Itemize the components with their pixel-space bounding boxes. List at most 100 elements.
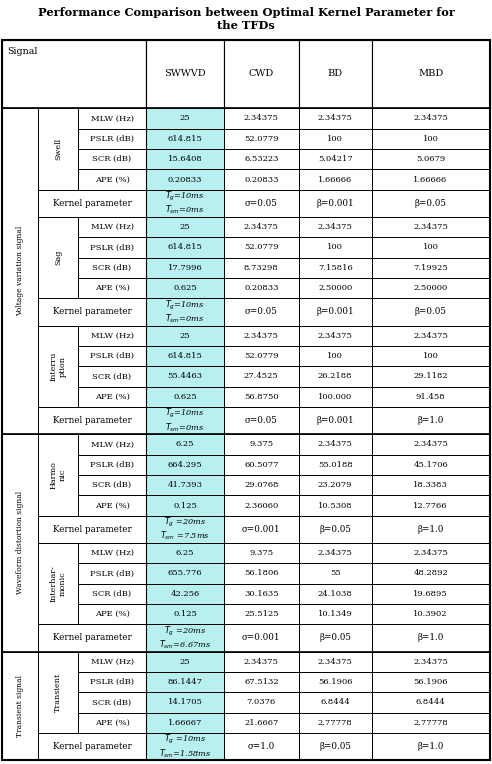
Bar (224, 516, 299, 543)
Text: 21.6667: 21.6667 (244, 719, 278, 727)
Text: APE (%): APE (%) (94, 284, 129, 292)
Bar (299, 624, 371, 652)
Text: 2.34375: 2.34375 (413, 115, 448, 122)
Text: 100.000: 100.000 (318, 393, 352, 401)
Text: PSLR (dB): PSLR (dB) (90, 352, 134, 360)
Text: β=0.001: β=0.001 (316, 416, 354, 425)
Bar (146, 278, 224, 299)
Text: 6.25: 6.25 (176, 549, 194, 557)
Bar (78, 584, 146, 604)
Text: CWD: CWD (249, 70, 274, 79)
Text: 24.1038: 24.1038 (318, 590, 352, 597)
Bar (78, 672, 146, 692)
Text: 2.77778: 2.77778 (318, 719, 352, 727)
Bar (224, 366, 299, 387)
Bar (224, 217, 299, 238)
Bar (299, 692, 371, 713)
Bar (299, 563, 371, 584)
Bar (224, 652, 299, 672)
Text: 1.66667: 1.66667 (168, 719, 202, 727)
Text: $T_{sm}$=1.58ms: $T_{sm}$=1.58ms (159, 747, 211, 759)
Bar (78, 652, 146, 672)
Text: SCR (dB): SCR (dB) (92, 155, 132, 163)
Text: β=1.0: β=1.0 (417, 633, 444, 643)
Bar (146, 516, 224, 543)
Bar (224, 387, 299, 407)
Text: 2.36060: 2.36060 (244, 501, 278, 510)
Bar (224, 563, 299, 584)
Text: Kernel parameter: Kernel parameter (53, 633, 131, 643)
Bar (38, 407, 146, 434)
Bar (2, 40, 146, 108)
Text: MLW (Hz): MLW (Hz) (91, 440, 133, 448)
Bar (78, 238, 146, 257)
Text: Sag: Sag (54, 250, 62, 265)
Text: $T_g$ =20ms: $T_g$ =20ms (164, 516, 206, 529)
Text: β=1.0: β=1.0 (417, 525, 444, 534)
Text: 9.375: 9.375 (249, 440, 274, 448)
Text: $T_g$=10ms: $T_g$=10ms (165, 299, 205, 312)
Bar (146, 325, 224, 346)
Bar (371, 40, 490, 108)
Text: β=1.0: β=1.0 (417, 742, 444, 751)
Bar (78, 217, 146, 238)
Bar (371, 325, 490, 346)
Bar (371, 128, 490, 149)
Text: 12.7766: 12.7766 (413, 501, 448, 510)
Text: 41.7393: 41.7393 (168, 481, 203, 489)
Bar (299, 149, 371, 170)
Text: 60.5077: 60.5077 (244, 461, 278, 469)
Bar (78, 713, 146, 733)
Text: 100: 100 (327, 352, 343, 360)
Bar (371, 108, 490, 128)
Text: 614.815: 614.815 (168, 244, 203, 251)
Bar (78, 149, 146, 170)
Text: 19.6895: 19.6895 (413, 590, 448, 597)
Bar (146, 672, 224, 692)
Bar (371, 672, 490, 692)
Bar (371, 149, 490, 170)
Text: σ=0.05: σ=0.05 (245, 199, 277, 208)
Bar (224, 170, 299, 189)
Bar (224, 604, 299, 624)
Text: 614.815: 614.815 (168, 134, 203, 143)
Text: SCR (dB): SCR (dB) (92, 264, 132, 272)
Bar (224, 325, 299, 346)
Bar (371, 170, 490, 189)
Bar (146, 299, 224, 325)
Text: σ=0.05: σ=0.05 (245, 307, 277, 316)
Text: MLW (Hz): MLW (Hz) (91, 223, 133, 231)
Bar (299, 189, 371, 217)
Text: APE (%): APE (%) (94, 610, 129, 618)
Bar (299, 238, 371, 257)
Text: MLW (Hz): MLW (Hz) (91, 549, 133, 557)
Bar (371, 217, 490, 238)
Text: 29.0768: 29.0768 (244, 481, 278, 489)
Text: 2.34375: 2.34375 (318, 440, 353, 448)
Text: PSLR (dB): PSLR (dB) (90, 461, 134, 469)
Text: 5.0679: 5.0679 (416, 155, 445, 163)
Text: 2.34375: 2.34375 (318, 223, 353, 231)
Text: Voltage variation signal: Voltage variation signal (16, 226, 24, 316)
Text: the TFDs: the TFDs (217, 20, 275, 31)
Text: Interru
ption: Interru ption (49, 351, 66, 381)
Text: SCR (dB): SCR (dB) (92, 698, 132, 707)
Text: 52.0779: 52.0779 (244, 244, 278, 251)
Bar (371, 475, 490, 495)
Bar (38, 652, 78, 733)
Text: β=1.0: β=1.0 (417, 416, 444, 425)
Text: σ=0.05: σ=0.05 (245, 416, 277, 425)
Bar (299, 516, 371, 543)
Bar (299, 257, 371, 278)
Bar (371, 584, 490, 604)
Bar (78, 325, 146, 346)
Text: Kernel parameter: Kernel parameter (53, 307, 131, 316)
Text: 30.1635: 30.1635 (244, 590, 278, 597)
Bar (224, 108, 299, 128)
Text: 2.34375: 2.34375 (413, 440, 448, 448)
Text: $T_g$=10ms: $T_g$=10ms (165, 407, 205, 420)
Bar (224, 189, 299, 217)
Text: 56.1906: 56.1906 (413, 678, 448, 686)
Bar (371, 713, 490, 733)
Text: 67.5132: 67.5132 (244, 678, 278, 686)
